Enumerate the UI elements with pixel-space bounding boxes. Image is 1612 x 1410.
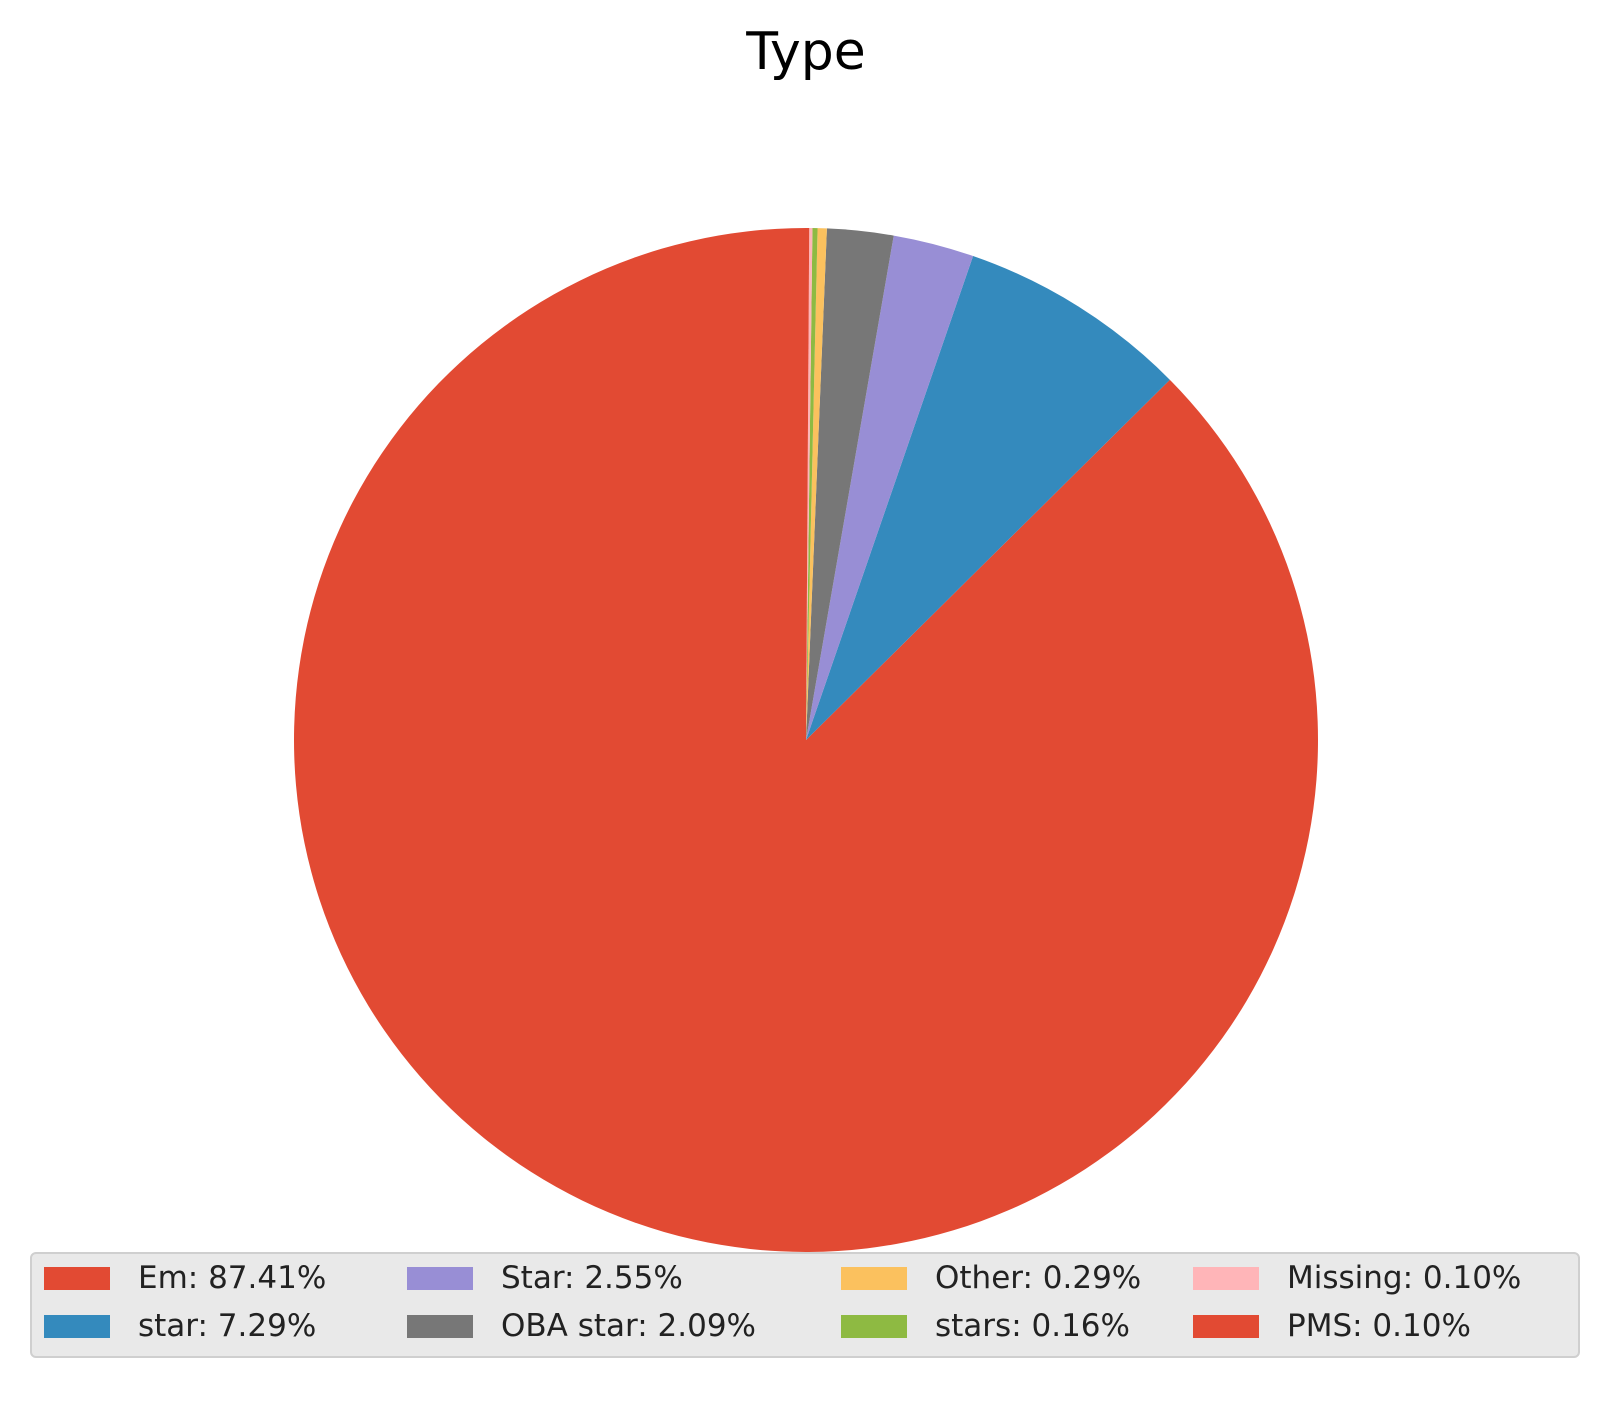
pie-slice-stars	[806, 228, 818, 740]
legend-label: star: 7.29%	[138, 1308, 317, 1344]
legend-swatch	[407, 1266, 473, 1290]
legend-swatch	[841, 1314, 907, 1338]
legend-label: stars: 0.16%	[935, 1308, 1130, 1344]
pie-slice-other	[806, 228, 827, 741]
pie-slice-pms	[806, 228, 810, 740]
legend-swatch	[1193, 1314, 1259, 1338]
legend-swatch	[44, 1266, 110, 1290]
pie-slice-star	[806, 256, 1170, 740]
legend-item: OBA star: 2.09%	[407, 1306, 756, 1346]
legend-item: stars: 0.16%	[841, 1306, 1130, 1346]
legend-label: PMS: 0.10%	[1287, 1308, 1471, 1344]
legend-item: star: 7.29%	[44, 1306, 316, 1346]
legend-item: PMS: 0.10%	[1193, 1306, 1471, 1346]
legend-label: Other: 0.29%	[935, 1260, 1142, 1296]
chart-title: Type	[746, 22, 866, 82]
pie-slice-missing	[806, 228, 813, 740]
legend-item: Star: 2.55%	[407, 1258, 683, 1298]
legend-item: Other: 0.29%	[841, 1258, 1141, 1298]
legend-swatch	[44, 1314, 110, 1338]
legend-label: OBA star: 2.09%	[501, 1308, 757, 1344]
legend-swatch	[841, 1266, 907, 1290]
pie-slice-star	[806, 235, 974, 741]
legend-swatch	[1193, 1266, 1259, 1290]
legend-swatch	[407, 1314, 473, 1338]
legend-item: Missing: 0.10%	[1193, 1258, 1521, 1298]
legend-label: Em: 87.41%	[138, 1260, 327, 1296]
legend-label: Missing: 0.10%	[1287, 1260, 1522, 1296]
legend-item: Em: 87.41%	[44, 1258, 326, 1298]
pie-slice-oba-star	[806, 228, 894, 741]
legend-label: Star: 2.55%	[501, 1260, 683, 1296]
legend: Em: 87.41% star: 7.29% Star: 2.55% OBA star…	[30, 1252, 1580, 1358]
